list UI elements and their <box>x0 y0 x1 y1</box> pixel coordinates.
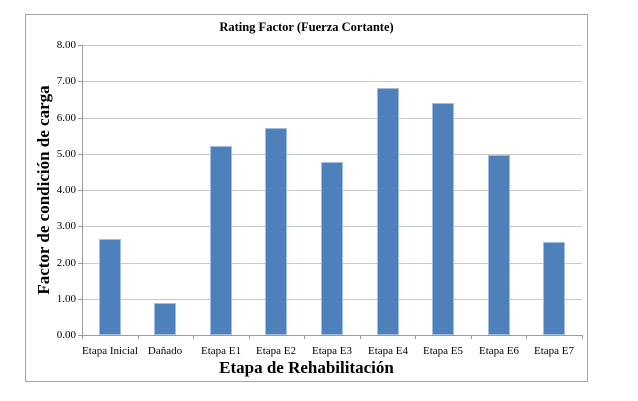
y-tick-mark <box>78 81 82 82</box>
y-tick-label: 5.00 <box>56 148 76 160</box>
y-tick-label: 1.00 <box>56 293 76 305</box>
x-tick-label: Dañado <box>147 345 183 357</box>
bar-1 <box>99 239 121 335</box>
bar-5 <box>321 162 343 335</box>
y-tick-mark <box>78 226 82 227</box>
y-tick-mark <box>78 154 82 155</box>
y-tick-label: 6.00 <box>56 112 76 124</box>
x-tick-mark <box>415 335 416 339</box>
bar-9 <box>543 242 565 335</box>
y-tick-label: 8.00 <box>56 39 76 51</box>
x-axis-title: Etapa de Rehabilitación <box>219 358 394 377</box>
gridline <box>82 45 582 46</box>
x-tick-label: Etapa E6 <box>478 345 519 357</box>
x-tick-mark <box>138 335 139 339</box>
y-tick-mark <box>78 190 82 191</box>
y-tick-mark <box>78 335 82 336</box>
bar-7 <box>432 103 454 335</box>
x-tick-mark <box>360 335 361 339</box>
y-tick-label: 0.00 <box>56 329 76 341</box>
y-tick-label: 3.00 <box>56 220 76 232</box>
x-tick-label: Etapa E3 <box>311 345 352 357</box>
x-tick-mark <box>471 335 472 339</box>
x-tick-label: Etapa E2 <box>255 345 296 357</box>
x-tick-mark <box>582 335 583 339</box>
x-tick-mark <box>526 335 527 339</box>
x-tick-mark <box>82 335 83 339</box>
x-tick-label: Etapa E7 <box>533 345 574 357</box>
gridline <box>82 118 582 119</box>
y-tick-mark <box>78 299 82 300</box>
y-axis-line <box>82 45 83 336</box>
bar-2 <box>154 303 176 335</box>
x-tick-label: Etapa E4 <box>367 345 408 357</box>
bar-4 <box>265 128 287 335</box>
y-tick-label: 7.00 <box>56 75 76 87</box>
gridline <box>82 154 582 155</box>
x-tick-mark <box>193 335 194 339</box>
bar-8 <box>488 155 510 335</box>
y-tick-label: 2.00 <box>56 257 76 269</box>
chart-title: Rating Factor (Fuerza Cortante) <box>219 20 394 34</box>
x-tick-label: Etapa E1 <box>200 345 241 357</box>
x-tick-mark <box>249 335 250 339</box>
gridline <box>82 81 582 82</box>
bar-6 <box>377 88 399 335</box>
x-tick-mark <box>304 335 305 339</box>
y-tick-label: 4.00 <box>56 184 76 196</box>
bar-3 <box>210 146 232 335</box>
x-tick-label: Etapa E5 <box>422 345 463 357</box>
y-tick-mark <box>78 45 82 46</box>
y-tick-mark <box>78 263 82 264</box>
y-tick-mark <box>78 118 82 119</box>
x-axis-line <box>82 335 583 336</box>
x-tick-label: Etapa Inicial <box>82 345 138 357</box>
